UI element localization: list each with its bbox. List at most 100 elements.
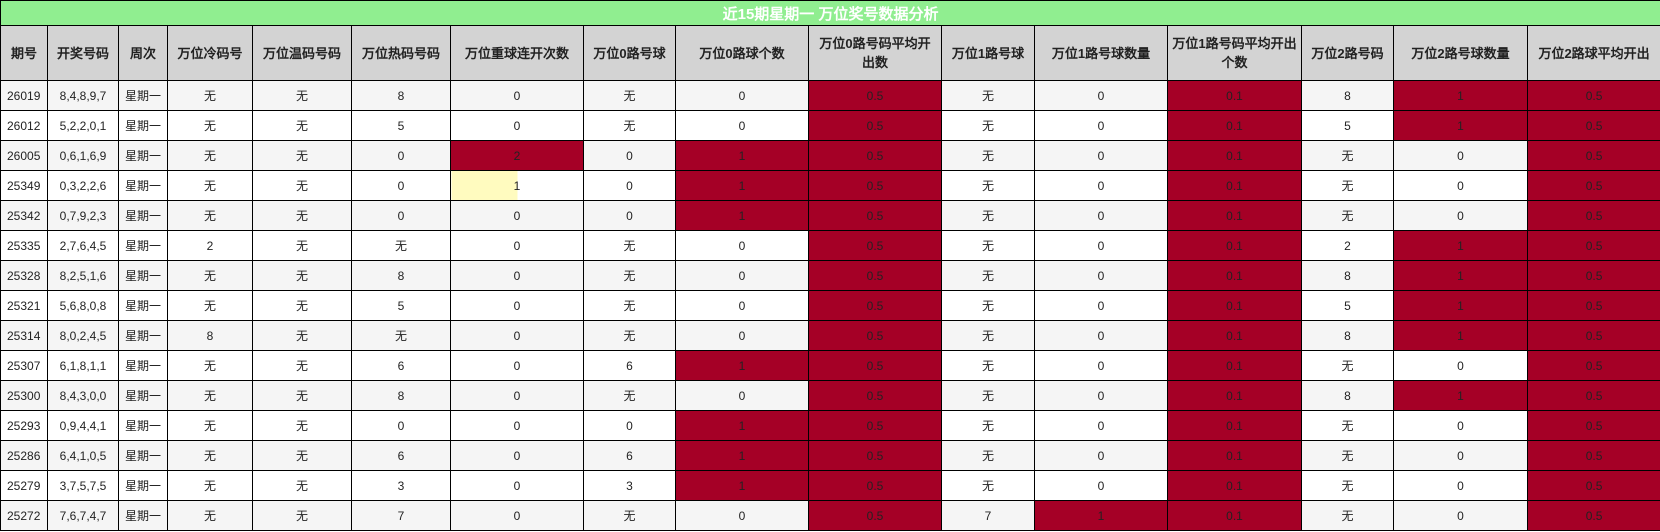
table-cell: 0 — [675, 380, 809, 411]
table-cell: 1 — [675, 170, 809, 201]
table-cell: 星期一 — [118, 380, 168, 411]
table-cell: 0 — [675, 110, 809, 141]
table-cell: 无 — [1301, 500, 1394, 531]
table-cell: 0 — [1393, 170, 1528, 201]
table-cell: 0 — [1393, 440, 1528, 471]
table-cell: 无 — [941, 110, 1035, 141]
table-cell: 25321 — [0, 290, 48, 321]
table-cell: 0 — [450, 110, 584, 141]
table-row: 25272 7,6,7,4,7 星期一无无 7 0 无 0 0.5 7 1 0.1 无 0 0.5 — [0, 500, 1660, 531]
column-header: 万位2路号球数量 — [1393, 25, 1528, 81]
table-cell: 无 — [351, 230, 451, 261]
table-cell: 0,9,4,4,1 — [47, 410, 119, 441]
table-cell: 0 — [1393, 200, 1528, 231]
table-cell: 25342 — [0, 200, 48, 231]
table-cell: 0 — [450, 350, 584, 381]
table-cell: 星期一 — [118, 200, 168, 231]
table-cell: 5,6,8,0,8 — [47, 290, 119, 321]
table-cell: 2,7,6,4,5 — [47, 230, 119, 261]
table-cell: 0.1 — [1167, 200, 1302, 231]
table-cell: 25272 — [0, 500, 48, 531]
table-cell: 0 — [351, 200, 451, 231]
table-cell: 无 — [583, 500, 676, 531]
table-row: 25328 8,2,5,1,6 星期一无无 8 0 无 0 0.5 无 0 0.1 8 1 0.5 — [0, 260, 1660, 291]
table-cell: 无 — [583, 260, 676, 291]
table-cell: 0 — [450, 320, 584, 351]
table-cell: 星期一 — [118, 470, 168, 501]
table-cell: 1 — [675, 140, 809, 171]
table-cell: 无 — [167, 80, 253, 111]
table-cell: 3 — [583, 470, 676, 501]
header-row: 期号 开奖号码 周次 万位冷码号 万位温码号码 万位热码号码 万位重球连开次数 万位0路号球万… — [0, 25, 1660, 81]
table-cell: 8 — [1301, 260, 1394, 291]
table-cell: 3 — [351, 470, 451, 501]
table-cell: 0,6,1,6,9 — [47, 140, 119, 171]
table-cell: 0 — [1034, 410, 1168, 441]
table-cell: 星期一 — [118, 80, 168, 111]
table-cell: 0 — [1034, 290, 1168, 321]
table-cell: 1 — [1393, 260, 1528, 291]
table-cell: 0,7,9,2,3 — [47, 200, 119, 231]
table-cell: 8 — [351, 80, 451, 111]
table-cell: 无 — [583, 380, 676, 411]
table-cell: 0 — [675, 320, 809, 351]
table-cell: 0.5 — [808, 350, 942, 381]
table-cell: 1 — [1393, 80, 1528, 111]
table-cell: 0 — [1034, 140, 1168, 171]
table-cell: 0 — [675, 290, 809, 321]
table-cell: 0 — [675, 80, 809, 111]
table-cell: 0.1 — [1167, 80, 1302, 111]
table-cell: 无 — [167, 140, 253, 171]
table-cell: 0 — [583, 200, 676, 231]
table-cell: 0.5 — [808, 140, 942, 171]
table-cell: 无 — [941, 170, 1035, 201]
column-header: 万位1路号码平均开出个数 — [1167, 25, 1302, 81]
table-cell: 0.5 — [1526, 140, 1660, 171]
table-cell: 0.5 — [1526, 470, 1660, 501]
table-cell: 8,2,5,1,6 — [47, 260, 119, 291]
column-header: 万位热码号码 — [351, 25, 451, 81]
table-cell: 25314 — [0, 320, 48, 351]
table-row: 25321 5,6,8,0,8 星期一无无 5 0 无 0 0.5 无 0 0.1 5 1 0.5 — [0, 290, 1660, 321]
table-cell: 0 — [351, 410, 451, 441]
table-cell: 0.1 — [1167, 230, 1302, 261]
table-cell: 0 — [450, 260, 584, 291]
table-cell: 无 — [167, 260, 253, 291]
table-row: 26012 5,2,2,0,1 星期一无无 5 0 无 0 0.5 无 0 0.1 5 1 0.5 — [0, 110, 1660, 141]
table-cell: 0.5 — [808, 380, 942, 411]
table-cell: 无 — [252, 110, 352, 141]
table-cell: 星期一 — [118, 500, 168, 531]
table-cell: 0 — [583, 410, 676, 441]
table-cell: 0.5 — [808, 230, 942, 261]
table-cell: 无 — [252, 320, 352, 351]
table-cell: 0.1 — [1167, 110, 1302, 141]
table-cell: 0 — [1393, 350, 1528, 381]
table-cell: 1 — [675, 350, 809, 381]
table-cell: 0 — [675, 230, 809, 261]
table-cell: 25300 — [0, 380, 48, 411]
table-cell: 0 — [1034, 170, 1168, 201]
table-cell: 无 — [252, 170, 352, 201]
table-cell: 1 — [1393, 110, 1528, 141]
table-cell: 6 — [351, 440, 451, 471]
table-cell: 25293 — [0, 410, 48, 441]
table-row: 25342 0,7,9,2,3 星期一无无 0 0 0 1 0.5 无 0 0.1 无 0 0.5 — [0, 200, 1660, 231]
table-cell: 5 — [1301, 110, 1394, 141]
table-cell: 0.5 — [808, 110, 942, 141]
table-cell: 1 — [1034, 500, 1168, 531]
table-cell: 无 — [167, 170, 253, 201]
table-cell: 星期一 — [118, 440, 168, 471]
table-cell: 无 — [252, 440, 352, 471]
table-cell: 无 — [941, 350, 1035, 381]
table-cell: 1 — [675, 440, 809, 471]
table-cell: 0.5 — [808, 200, 942, 231]
table-cell: 25286 — [0, 440, 48, 471]
column-header: 周次 — [118, 25, 168, 81]
table-cell: 0 — [1034, 230, 1168, 261]
table-cell: 1 — [450, 170, 584, 201]
table-cell: 无 — [1301, 140, 1394, 171]
table-row: 25335 2,7,6,4,5 星期一 2 无无 0 无 0 0.5 无 0 0.1 2 1 0.5 — [0, 230, 1660, 261]
table-cell: 2 — [167, 230, 253, 261]
table-cell: 无 — [252, 470, 352, 501]
